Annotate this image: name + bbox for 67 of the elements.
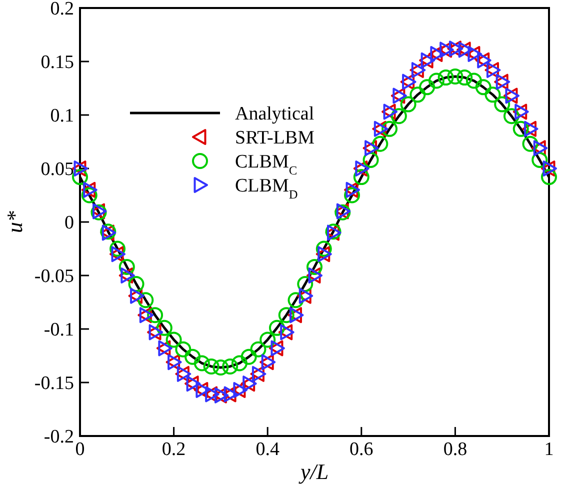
point [194,355,210,372]
y-tick-label: -0.05 [34,266,74,288]
point [288,292,304,308]
point [72,169,88,186]
point [203,358,220,374]
x-axis-title: y/L [298,459,329,484]
point [306,258,322,275]
point [166,332,182,348]
point [250,341,266,358]
x-tick-label: 0.6 [350,439,374,460]
point [512,120,529,137]
point [118,258,135,275]
point [81,187,98,204]
point [494,96,510,112]
legend-label: SRT-LBM [235,128,315,149]
x-tick-label: 0.4 [256,439,280,460]
point [268,320,285,336]
y-axis-title: u* [2,211,27,233]
point [419,79,436,96]
point [428,72,444,89]
point [475,79,492,96]
y-tick-label: 0.2 [50,0,74,20]
x-tick-label: 0.2 [162,439,186,460]
point [110,240,126,257]
point [316,240,332,257]
point [156,320,172,336]
point [138,292,154,308]
point [447,68,464,84]
point [344,187,360,204]
point [390,108,407,124]
y-tick-label: -0.15 [34,373,74,394]
point [484,86,501,103]
legend-label: CLBM$_{C}$ [235,152,298,178]
point [400,96,416,112]
point [240,348,257,365]
point [260,332,276,348]
x-tick-label: 0.8 [443,439,468,460]
point [222,358,238,374]
point [438,70,454,86]
y-tick-label: 0 [64,212,74,234]
point [410,86,426,103]
legend-label: Analytical [235,104,314,125]
point [372,136,388,152]
y-tick-label: -0.2 [44,426,74,448]
y-tick-label: 0.05 [40,159,74,180]
point [466,72,482,89]
point [362,152,379,168]
point [456,70,473,86]
point [382,120,398,137]
point [147,307,164,324]
point [231,355,248,372]
point [175,341,192,358]
point [503,108,520,124]
point [532,152,548,168]
y-tick-label: 0.15 [40,52,74,74]
point [212,360,229,376]
point [522,136,538,152]
y-tick-label: -0.1 [44,320,74,341]
legend-label: CLBM$_{D}$ [235,176,298,202]
point [128,276,144,292]
y-tick-label: 0.1 [50,106,74,127]
point [297,276,314,292]
point [278,307,294,324]
point [541,169,557,186]
point [353,169,370,186]
point [184,348,201,365]
x-tick-label: 1 [544,439,554,460]
